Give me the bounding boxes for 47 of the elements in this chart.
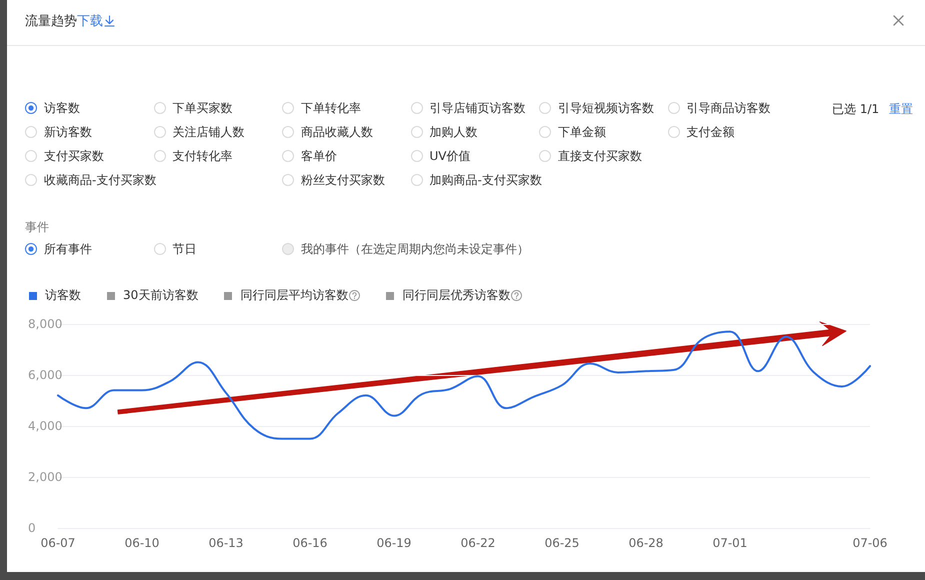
text: 下单金额 [558, 124, 606, 140]
text: 下单转化率 [301, 100, 361, 116]
text: UV价值 [430, 148, 470, 164]
text: 已选 1/1 [832, 102, 880, 116]
y-tick-label: 0 [28, 521, 36, 535]
text: 关注店铺人数 [172, 124, 244, 140]
chart-title: 流量趋势 [25, 13, 77, 30]
text: 商品收藏人数 [301, 124, 373, 140]
text: 支付转化率 [172, 148, 232, 164]
text: 支付金额 [686, 124, 734, 140]
text: 收藏商品-支付买家数 [44, 172, 156, 188]
text: 新访客数 [44, 124, 92, 140]
legend-label: 同行同层优秀访客数 [402, 287, 510, 304]
x-tick-label: 06-07 [40, 536, 76, 550]
x-tick-label: 07-06 [852, 536, 888, 550]
legend-label: 访客数 [45, 287, 81, 304]
x-tick-label: 06-28 [628, 536, 664, 550]
text: 支付买家数 [44, 148, 104, 164]
text: 我的事件（在选定周期内您尚未设定事件） [301, 240, 529, 258]
x-tick-label: 06-25 [544, 536, 580, 550]
text: 访客数 [44, 100, 80, 116]
text: 直接支付买家数 [558, 148, 642, 164]
text: 加购商品-支付买家数 [430, 172, 542, 188]
text: 下载 [77, 13, 103, 30]
x-tick-label: 06-19 [376, 536, 412, 550]
y-tick-label: 8,000 [28, 317, 62, 331]
legend-label: 同行同层平均访客数 [240, 287, 348, 304]
text: 引导店铺页访客数 [430, 100, 526, 116]
y-tick-label: 2,000 [28, 470, 62, 484]
text: 下单买家数 [172, 100, 232, 116]
text: 客单价 [301, 148, 337, 164]
text: 引导短视频访客数 [558, 100, 654, 116]
text: 粉丝支付买家数 [301, 172, 385, 188]
text: 重置 [889, 102, 914, 116]
text: 所有事件 [44, 240, 92, 258]
x-tick-label: 06-13 [208, 536, 244, 550]
legend-label: 30天前访客数 [123, 287, 198, 304]
text: 加购人数 [430, 124, 478, 140]
x-tick-label: 07-01 [712, 536, 748, 550]
y-tick-label: 4,000 [28, 419, 62, 433]
text: 事件 [25, 219, 49, 236]
text: 引导商品访客数 [686, 100, 770, 116]
x-tick-label: 06-16 [292, 536, 328, 550]
text: 节日 [172, 240, 196, 258]
y-tick-label: 6,000 [28, 368, 62, 382]
x-tick-label: 06-22 [460, 536, 496, 550]
x-tick-label: 06-10 [124, 536, 160, 550]
